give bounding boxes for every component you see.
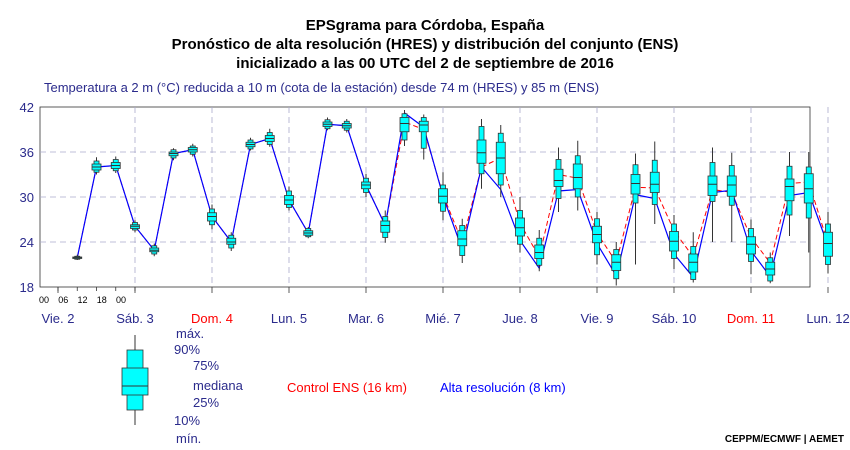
box-p25-p75: [226, 237, 237, 245]
legend-p90-label: 90%: [174, 342, 201, 357]
legend-p25-label: 25%: [193, 395, 220, 410]
x-day-label: Mié. 7: [425, 311, 460, 326]
hour-tick-label: 06: [58, 295, 68, 305]
chart-title-line-2: Pronóstico de alta resolución (HRES) y d…: [171, 36, 679, 53]
box-p10-p90: [420, 117, 427, 149]
box-p25-p75: [572, 163, 583, 190]
box-p25-p75: [746, 236, 756, 255]
x-day-label: Lun. 5: [271, 311, 307, 326]
hres-series-line: [76, 111, 829, 279]
y-tick-label: 18: [20, 280, 34, 295]
box-p25-p75: [418, 120, 429, 133]
legend-min-label: mín.: [176, 431, 202, 446]
legend-max-label: máx.: [176, 326, 205, 341]
chart-title-line-3: inicializado a las 00 UTC del 2 de septi…: [236, 55, 614, 72]
box-p25-p75: [823, 231, 833, 257]
chart-title-line-1: EPSgrama para Córdoba, España: [305, 17, 545, 34]
x-day-label: Vie. 9: [580, 311, 613, 326]
box-p25-p75: [688, 253, 699, 273]
box-p25-p75: [457, 230, 468, 247]
x-day-label: Jue. 8: [502, 311, 537, 326]
hour-tick-label: 12: [77, 295, 87, 305]
x-day-label: Sáb. 3: [116, 311, 154, 326]
hour-tick-label: 18: [97, 295, 107, 305]
legend-glyph-p25-p75: [121, 367, 149, 396]
box-p25-p75: [476, 139, 487, 164]
box-p25-p75: [553, 168, 564, 187]
x-day-label: Vie. 2: [41, 311, 74, 326]
x-day-label: Mar. 6: [348, 311, 384, 326]
x-day-label: Lun. 12: [806, 311, 849, 326]
y-tick-label: 24: [20, 235, 34, 250]
box-p25-p75: [515, 217, 525, 237]
legend-control-label: Control ENS (16 km): [287, 380, 407, 395]
credit-text: CEPPM/ECMWF | AEMET: [724, 434, 844, 445]
hour-tick-label: 00: [39, 295, 49, 305]
chart-subtitle: Temperatura a 2 m (°C) reducida a 10 m (…: [44, 80, 600, 95]
legend-p75-label: 75%: [193, 358, 220, 373]
box-p25-p75: [649, 171, 660, 193]
control-series-line: [76, 121, 829, 265]
box-p25-p75: [534, 244, 545, 259]
legend-hres-label: Alta resolución (8 km): [440, 380, 566, 395]
x-day-label: Sáb. 10: [652, 311, 697, 326]
y-tick-label: 42: [20, 100, 34, 115]
box-p25-p75: [707, 175, 718, 196]
legend-p10-label: 10%: [174, 413, 201, 428]
x-day-label: Dom. 11: [727, 311, 775, 326]
box-p25-p75: [380, 220, 391, 233]
box-p25-p75: [399, 117, 410, 133]
y-tick-label: 36: [20, 145, 34, 160]
y-tick-label: 30: [20, 190, 34, 205]
hour-tick-label: 00: [116, 295, 126, 305]
legend-median-label: mediana: [193, 378, 243, 393]
box-p25-p75: [726, 175, 737, 197]
box-p25-p75: [784, 178, 795, 202]
box-p25-p75: [630, 174, 641, 195]
x-day-label: Dom. 4: [191, 311, 233, 326]
